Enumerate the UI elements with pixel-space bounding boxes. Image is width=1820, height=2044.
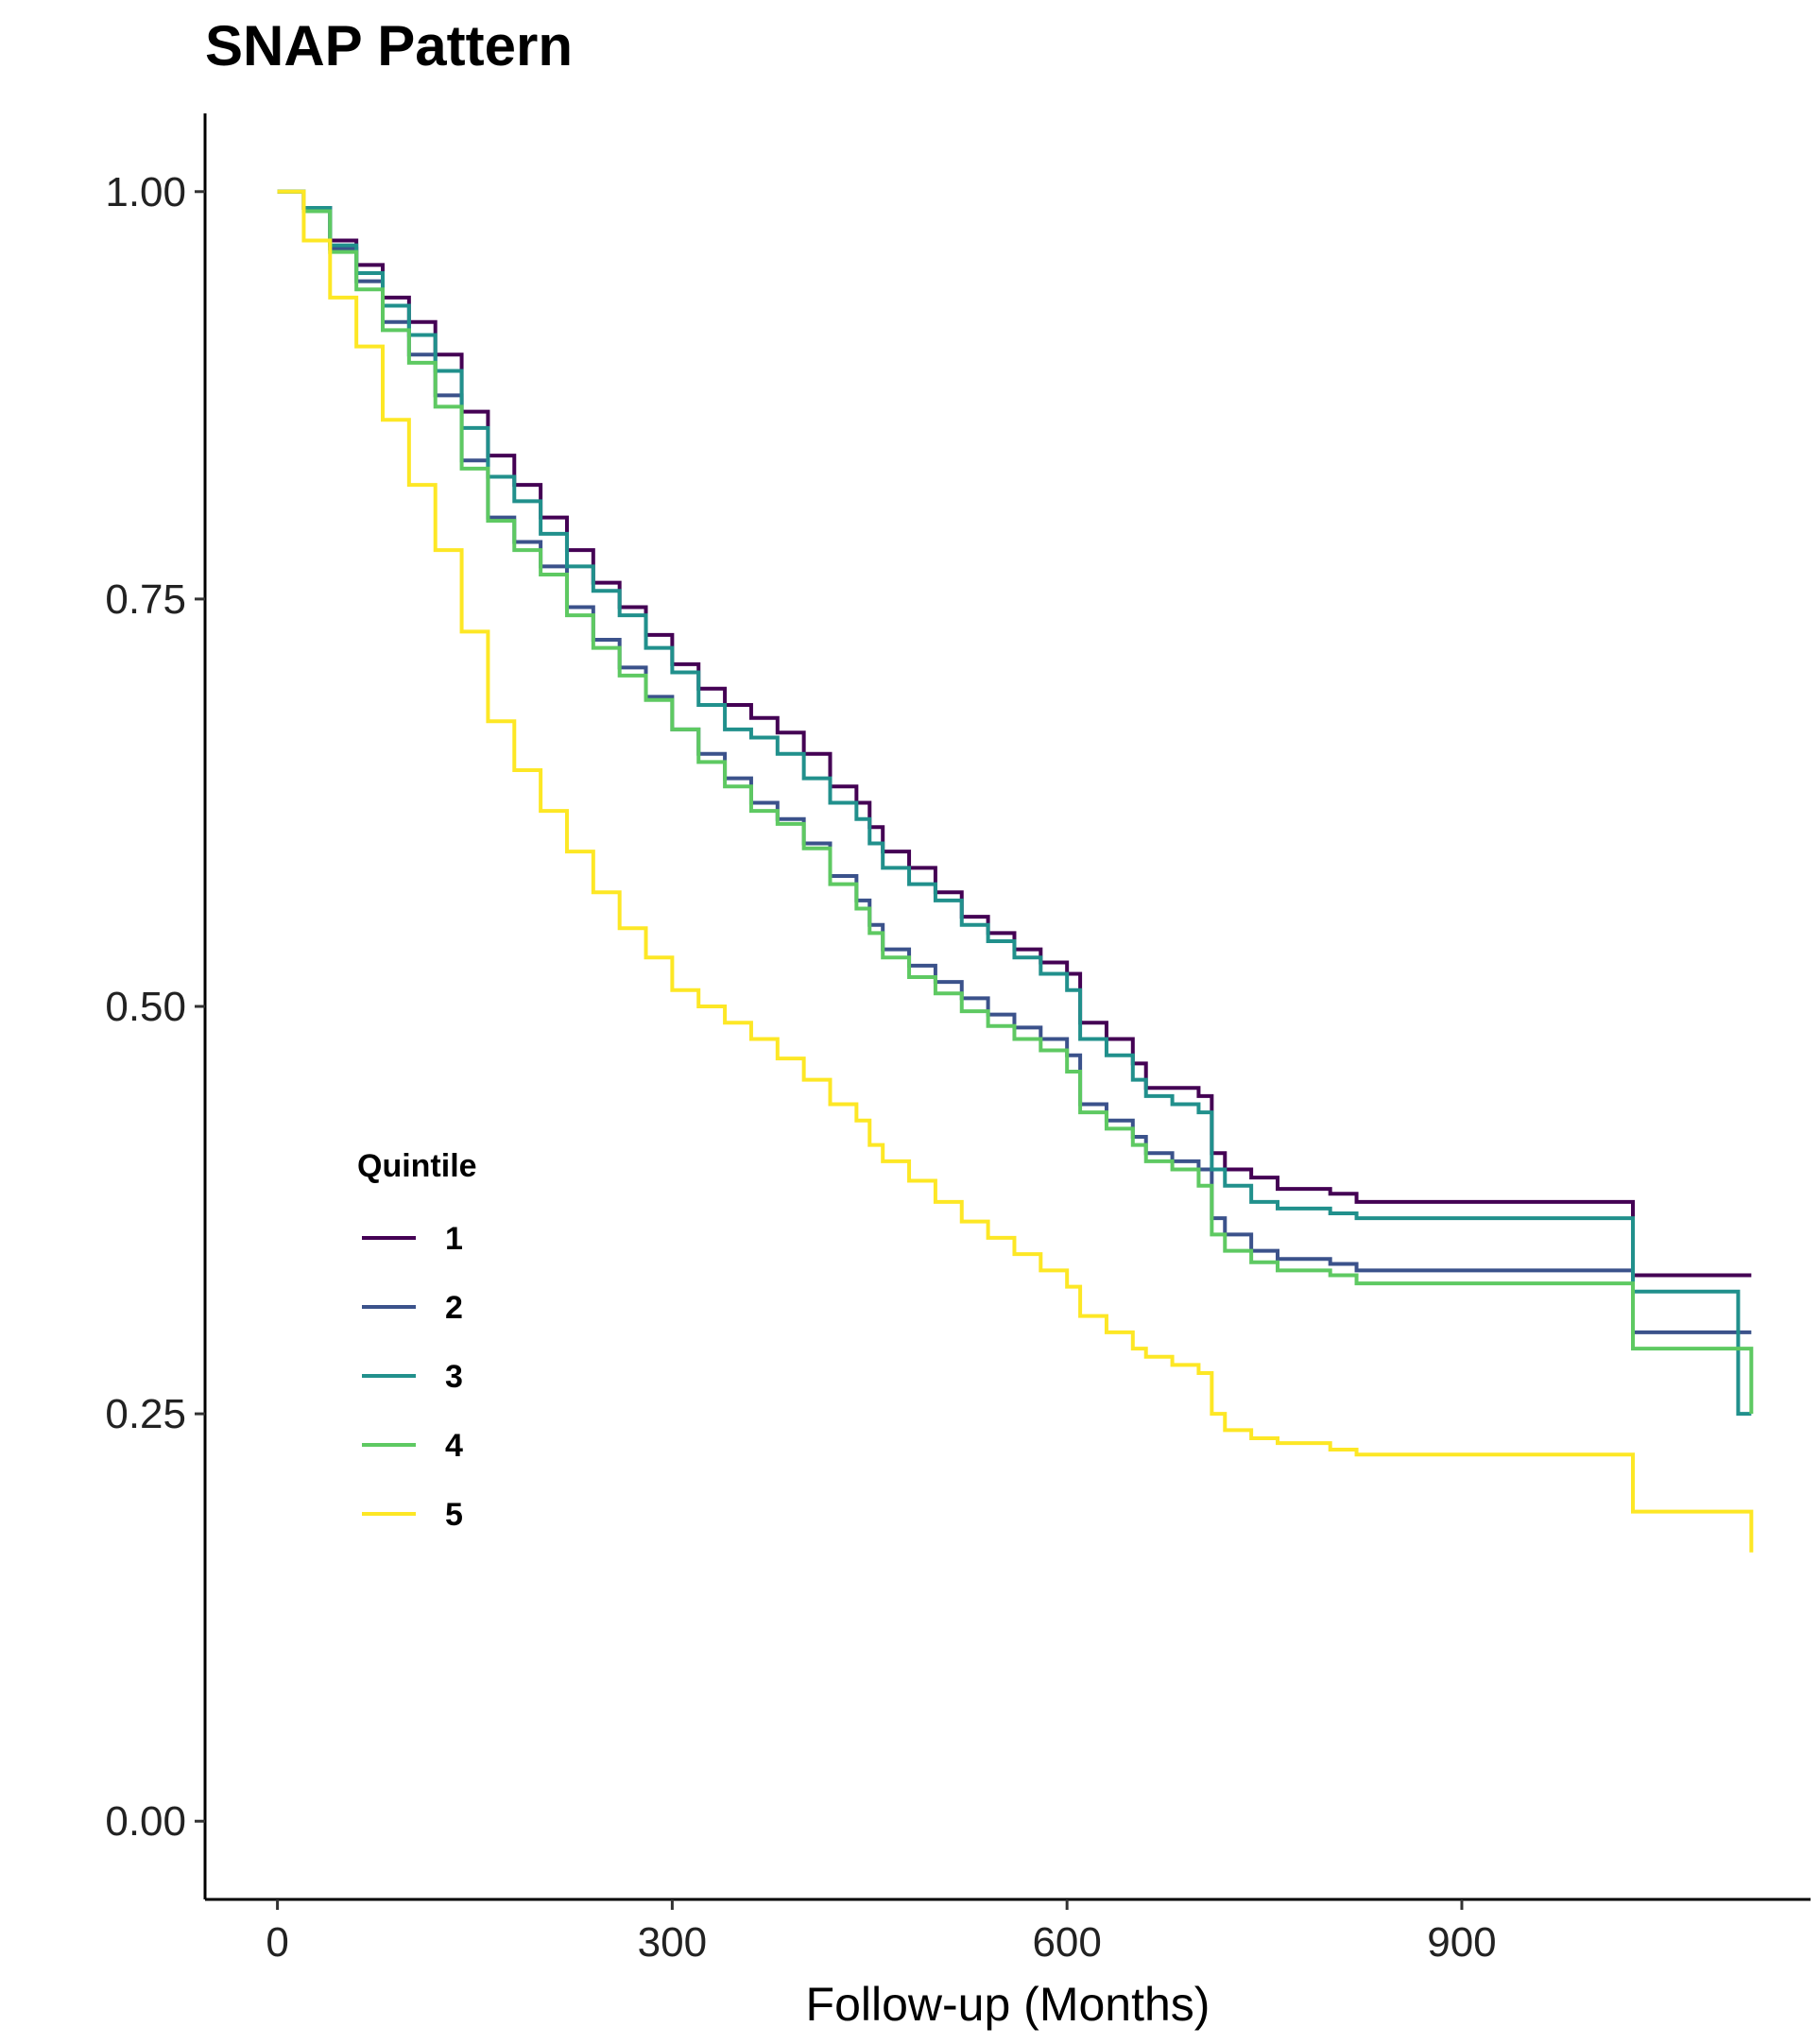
x-tick-label: 0	[266, 1919, 288, 1966]
x-axis-ticks: 0 300 600 900	[266, 1899, 1497, 1966]
y-tick-label: 1.00	[105, 169, 186, 215]
series-layer	[277, 189, 1754, 1553]
x-tick-label: 600	[1032, 1919, 1101, 1966]
legend-label-3: 3	[445, 1359, 463, 1395]
legend-label-1: 1	[445, 1221, 463, 1257]
legend-label-2: 2	[445, 1290, 463, 1326]
x-tick-label: 900	[1427, 1919, 1496, 1966]
legend-label-4: 4	[445, 1428, 463, 1464]
legend-label-5: 5	[445, 1497, 463, 1533]
series-line-3	[277, 189, 1752, 1417]
series-line-1	[277, 189, 1752, 1278]
y-tick-label: 0.75	[105, 576, 186, 623]
series-line-5	[277, 189, 1754, 1553]
y-tick-label: 0.00	[105, 1798, 186, 1845]
series-line-4	[277, 189, 1754, 1415]
x-tick-label: 300	[638, 1919, 707, 1966]
y-tick-label: 0.25	[105, 1391, 186, 1437]
y-tick-label: 0.50	[105, 984, 186, 1030]
y-axis-ticks: 0.00 0.25 0.50 0.75 1.00	[105, 169, 205, 1845]
chart-title: SNAP Pattern	[205, 14, 574, 77]
x-axis-title: Follow-up (Months)	[806, 1978, 1210, 2031]
series-line-2	[277, 189, 1752, 1334]
legend-title: Quintile	[357, 1148, 477, 1184]
legend: Quintile 1 2 3 4 5	[357, 1148, 477, 1533]
